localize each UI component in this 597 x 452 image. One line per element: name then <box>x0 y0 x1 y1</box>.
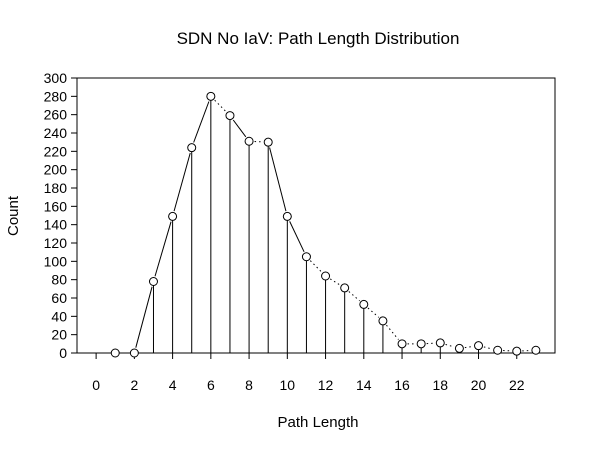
data-point <box>512 346 522 356</box>
line-segment <box>367 307 380 318</box>
data-point <box>244 136 254 146</box>
data-point <box>187 143 197 153</box>
data-point <box>282 211 292 221</box>
line-segment <box>329 278 341 286</box>
drop-lines <box>152 100 480 353</box>
x-axis: 0 2 4 6 8 10 12 14 16 18 20 22 <box>92 353 525 393</box>
line-segment <box>193 101 210 143</box>
line-segment <box>445 343 455 348</box>
line-segment <box>289 221 305 252</box>
x-tick-label: 22 <box>509 377 525 393</box>
data-point <box>397 339 407 349</box>
x-tick-label: 20 <box>471 377 487 393</box>
data-point <box>454 343 464 353</box>
y-tick-label: 80 <box>51 272 67 288</box>
data-point <box>378 316 388 326</box>
y-tick-label: 220 <box>44 143 68 159</box>
y-tick-label: 0 <box>59 345 67 361</box>
data-point <box>416 339 426 349</box>
data-point <box>321 271 331 281</box>
chart-title: SDN No IaV: Path Length Distribution <box>177 29 460 48</box>
data-point <box>168 211 178 221</box>
y-tick-label: 120 <box>44 235 68 251</box>
data-point <box>206 91 216 101</box>
line-segment <box>214 99 227 113</box>
line-segment <box>232 119 247 138</box>
data-point <box>129 348 139 358</box>
y-tick-label: 240 <box>44 125 68 141</box>
data-point <box>263 137 273 147</box>
x-tick-label: 12 <box>318 377 334 393</box>
data-point <box>225 111 235 121</box>
line-segment <box>173 152 191 212</box>
x-tick-label: 6 <box>207 377 215 393</box>
data-point <box>359 299 369 309</box>
y-tick-label: 180 <box>44 180 68 196</box>
y-tick-label: 40 <box>51 308 67 324</box>
y-tick-label: 280 <box>44 88 68 104</box>
line-segment <box>464 345 474 349</box>
x-tick-label: 0 <box>92 377 100 393</box>
x-tick-label: 10 <box>280 377 296 393</box>
data-point <box>340 283 350 293</box>
series-line <box>120 99 531 354</box>
line-segment <box>348 291 360 302</box>
data-point <box>474 341 484 351</box>
line-segment <box>483 346 493 350</box>
plot-frame <box>76 77 556 354</box>
x-tick-label: 8 <box>245 377 253 393</box>
y-tick-label: 160 <box>44 198 68 214</box>
y-axis: 0 20 40 60 80 100 120 140 160 180 200 220 240 260 280 3… <box>44 70 77 361</box>
data-point <box>301 252 311 262</box>
y-tick-label: 300 <box>44 70 68 86</box>
y-tick-label: 60 <box>51 290 67 306</box>
line-segment <box>154 221 172 277</box>
x-tick-label: 14 <box>356 377 372 393</box>
y-tick-label: 100 <box>44 253 68 269</box>
x-axis-label: Path Length <box>278 414 359 431</box>
data-point <box>435 338 445 348</box>
y-tick-label: 140 <box>44 217 68 233</box>
data-point <box>148 277 158 286</box>
data-point <box>493 345 503 355</box>
data-point <box>531 345 541 355</box>
x-tick-label: 2 <box>130 377 138 393</box>
y-axis-label: Count <box>5 195 22 236</box>
x-tick-label: 18 <box>432 377 448 393</box>
x-tick-label: 16 <box>394 377 410 393</box>
y-tick-label: 260 <box>44 107 68 123</box>
data-point <box>110 348 120 358</box>
line-segment <box>386 324 399 340</box>
data-points <box>110 91 541 358</box>
y-tick-label: 20 <box>51 327 67 343</box>
line-segment <box>135 286 153 348</box>
x-tick-label: 4 <box>169 377 177 393</box>
y-tick-label: 200 <box>44 162 68 178</box>
line-segment <box>269 147 287 212</box>
line-segment <box>309 260 323 273</box>
